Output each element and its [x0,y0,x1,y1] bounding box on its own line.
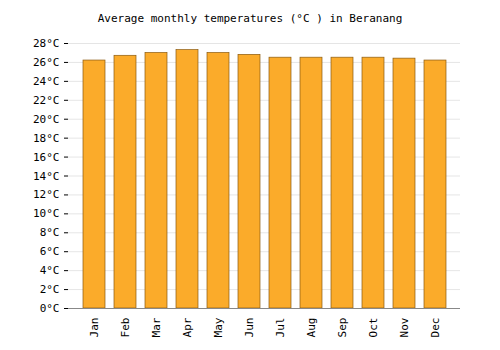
svg-text:22°C: 22°C [33,94,60,107]
svg-text:28°C: 28°C [33,37,60,50]
html-text:Average monthly temperatures (: Average monthly temperatures (°C ) in Be… [97,12,403,25]
svg-text:10°C: 10°C [33,207,60,220]
svg-text:2°C: 2°C [40,283,60,296]
svg-text:Feb: Feb [119,318,132,338]
svg-text:Dec: Dec [429,318,442,338]
svg-text:Jun: Jun [243,318,256,338]
svg-text:6°C: 6°C [40,245,60,258]
svg-text:Apr: Apr [181,317,194,337]
svg-text:18°C: 18°C [33,132,60,145]
svg-text:26°C: 26°C [33,56,60,69]
svg-text:Aug: Aug [305,318,318,338]
svg-text:12°C: 12°C [33,188,60,201]
svg-text:Nov: Nov [398,317,411,337]
svg-text:16°C: 16°C [33,151,60,164]
svg-text:14°C: 14°C [33,170,60,183]
svg-text:May: May [212,317,225,337]
svg-text:24°C: 24°C [33,75,60,88]
svg-text:Oct: Oct [367,318,380,338]
svg-text:Jul: Jul [274,318,287,338]
svg-text:4°C: 4°C [40,264,60,277]
svg-text:Jan: Jan [88,318,101,338]
svg-text:Mar: Mar [150,317,163,337]
svg-text:0°C: 0°C [40,302,60,315]
svg-text:Sep: Sep [336,318,349,338]
svg-text:8°C: 8°C [40,226,60,239]
svg-text:20°C: 20°C [33,113,60,126]
